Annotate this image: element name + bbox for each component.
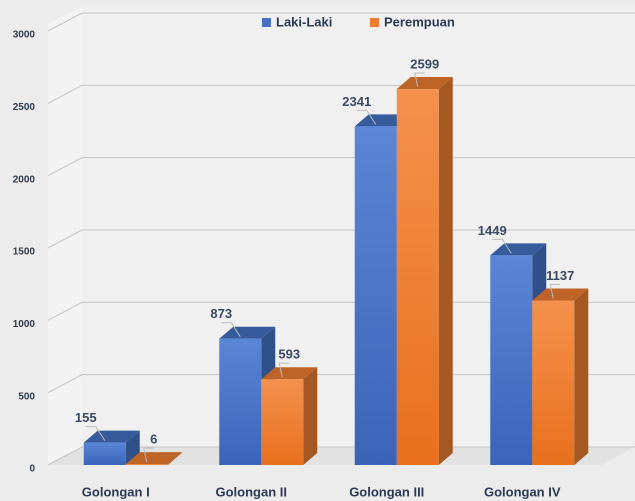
bar-side [438, 77, 453, 466]
y-tick-label: 1500 [13, 247, 36, 258]
value-label: 873 [210, 306, 232, 321]
bar-top [261, 367, 318, 380]
bar [490, 255, 533, 465]
bar [125, 464, 168, 465]
legend-swatch [262, 18, 271, 27]
legend-label: Perempuan [384, 14, 455, 29]
y-tick-label: 2500 [13, 102, 36, 113]
bar [354, 126, 397, 466]
leader-line [143, 447, 154, 463]
value-label: 155 [75, 410, 97, 425]
grid-line [47, 12, 635, 32]
y-tick-label: 500 [18, 391, 35, 402]
bar [219, 338, 262, 465]
value-label: 2341 [342, 94, 371, 109]
bar-side [303, 367, 318, 465]
y-tick-label: 1000 [13, 319, 36, 330]
x-tick-label: Golongan II [216, 484, 288, 499]
bar-side [125, 430, 140, 465]
bar [261, 379, 304, 465]
bar [83, 442, 126, 465]
leader-line [414, 72, 425, 88]
leader-line [549, 284, 561, 299]
bar-top [490, 243, 547, 256]
y-tick-label: 2000 [13, 174, 36, 185]
side-wall [48, 6, 82, 465]
bar-side [167, 452, 182, 465]
leader-line [278, 362, 290, 378]
bar-side [574, 288, 589, 465]
x-tick-label: Golongan I [82, 484, 150, 499]
x-tick-label: Golongan III [349, 484, 424, 499]
value-label: 6 [150, 432, 157, 447]
value-label: 593 [278, 347, 300, 362]
leader-line [85, 426, 106, 441]
y-tick-label: 3000 [13, 30, 36, 41]
y-tick-label: 0 [29, 464, 35, 475]
value-label: 1449 [478, 223, 507, 238]
legend-swatch [370, 18, 379, 27]
bar-top [396, 77, 453, 90]
value-label: 1137 [546, 268, 574, 283]
leader-line [492, 238, 512, 254]
bar-top [125, 452, 182, 465]
bar-top [219, 326, 276, 339]
bar [532, 300, 575, 465]
floor [48, 447, 635, 465]
x-tick-label: Golongan IV [484, 484, 561, 499]
bar-top [532, 288, 589, 301]
legend-label: Laki-Laki [276, 14, 332, 29]
bar [396, 89, 439, 466]
bar-top [83, 430, 140, 443]
value-label: 2599 [410, 56, 439, 71]
leader-line [221, 322, 241, 337]
leader-line [356, 109, 377, 125]
